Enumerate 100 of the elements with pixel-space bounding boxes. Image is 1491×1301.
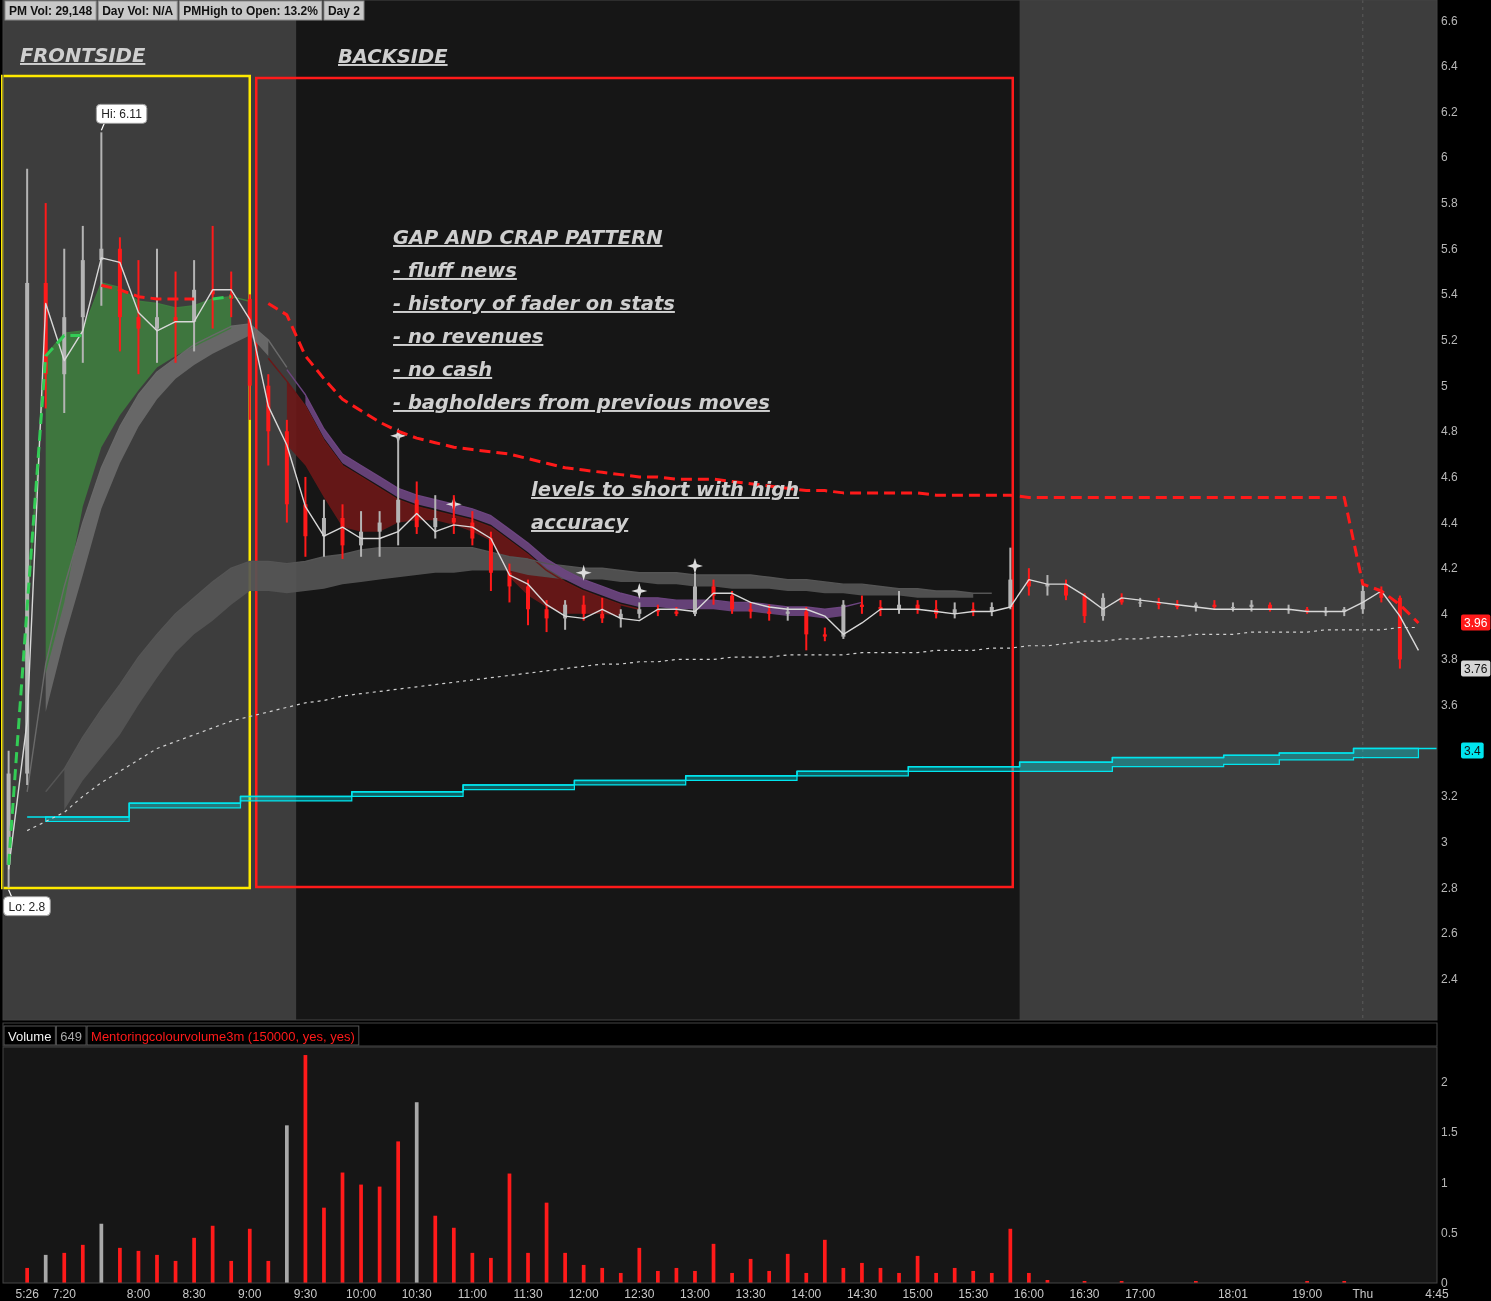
bar <box>396 1141 401 1283</box>
y-tick-label: 6.6 <box>1441 13 1459 28</box>
x-tick-label: Thu <box>1352 1287 1374 1301</box>
x-tick-label: 15:30 <box>958 1287 989 1301</box>
x-tick-label: 5:26 <box>15 1287 40 1301</box>
bar <box>192 1237 196 1283</box>
y-tick-label: 0 <box>1441 1276 1448 1290</box>
candlestick <box>730 590 735 615</box>
x-tick-label: 15:00 <box>902 1287 933 1301</box>
y-tick-label: 2.4 <box>1441 971 1459 986</box>
candlestick <box>433 494 438 540</box>
bar <box>563 1252 567 1283</box>
bar <box>155 1254 159 1283</box>
y-tick-label: 6.2 <box>1441 104 1459 119</box>
y-tick-label: 2 <box>1441 1075 1448 1090</box>
text: 3.4 <box>1464 744 1481 758</box>
bar <box>322 1207 326 1283</box>
x-tick-label: 16:30 <box>1069 1287 1100 1301</box>
bar <box>229 1260 234 1283</box>
bar <box>1027 1272 1031 1283</box>
bar <box>43 1254 48 1283</box>
x-tick-label: 11:00 <box>457 1287 488 1301</box>
text: Mentoringcolourvolume3m (150000, yes, yes) <box>91 1028 355 1044</box>
bar <box>637 1247 642 1283</box>
x-tick-label: 19:00 <box>1292 1287 1323 1301</box>
candlestick <box>804 605 809 652</box>
annotation: PMHigh to Open: 13.2% <box>183 4 319 18</box>
bar <box>433 1215 438 1283</box>
bar <box>600 1267 605 1283</box>
candlestick <box>396 434 401 547</box>
y-tick-label: 5.2 <box>1441 333 1459 347</box>
y-tick-label: 6.4 <box>1441 59 1459 74</box>
bar <box>860 1262 864 1283</box>
bar <box>822 1239 827 1283</box>
x-tick-label: 10:30 <box>401 1287 433 1301</box>
x-tick-label: 13:30 <box>735 1287 766 1301</box>
x-tick-label: 8:00 <box>126 1287 151 1301</box>
bar <box>618 1272 623 1283</box>
bar <box>247 1228 252 1283</box>
annotation: - no cash <box>393 358 493 381</box>
annotation: - no revenues <box>393 325 544 348</box>
bar <box>285 1125 289 1283</box>
candlestick <box>377 510 382 558</box>
x-tick-label: 8:30 <box>182 1287 207 1301</box>
x-tick-label: 17:00 <box>1125 1287 1156 1301</box>
y-tick-label: 1.5 <box>1441 1125 1459 1140</box>
x-tick-label: 4:45 <box>1425 1287 1449 1301</box>
y-tick-label: 5.6 <box>1441 241 1459 256</box>
annotation: FRONTSIDE <box>20 44 147 67</box>
x-tick-label: 10:00 <box>346 1287 377 1301</box>
x-tick-label: 14:30 <box>846 1287 878 1301</box>
y-tick-label: 5 <box>1441 378 1448 393</box>
bar <box>804 1272 809 1283</box>
bar <box>210 1225 215 1283</box>
candlestick <box>155 247 160 364</box>
candlestick <box>526 578 531 627</box>
text: 649 <box>60 1028 83 1044</box>
bar <box>767 1270 772 1283</box>
bar <box>62 1252 67 1283</box>
annotation: Day Vol: N/A <box>102 4 174 18</box>
bar <box>526 1252 530 1283</box>
candlestick <box>1360 583 1365 615</box>
bar <box>989 1272 994 1283</box>
candlestick <box>1063 578 1068 602</box>
bar <box>934 1272 938 1283</box>
bar <box>80 1244 85 1283</box>
y-tick-label: 5.4 <box>1441 287 1459 302</box>
y-tick-label: 2.6 <box>1441 926 1459 941</box>
x-tick-label: 12:00 <box>568 1287 600 1301</box>
annotation: - fluff news <box>393 259 517 282</box>
annotation: Hi: 6.11 <box>101 107 143 122</box>
x-tick-label: 13:00 <box>679 1287 711 1301</box>
bar <box>359 1184 363 1283</box>
y-tick-label: 3.8 <box>1441 652 1459 667</box>
annotation: PM Vol: 29,148 <box>9 4 93 18</box>
x-tick-label: 12:30 <box>624 1287 655 1301</box>
y-tick-label: 2.8 <box>1441 880 1459 895</box>
y-tick-label: 0.5 <box>1441 1225 1459 1240</box>
annotation: GAP AND CRAP PATTERN <box>393 226 663 249</box>
bar <box>414 1102 419 1283</box>
candlestick <box>1082 592 1087 624</box>
y-tick-label: 4.8 <box>1441 424 1459 439</box>
candlestick <box>711 578 716 606</box>
point <box>575 564 592 581</box>
annotation: Day 2 <box>327 4 361 18</box>
text: Volume <box>8 1028 52 1044</box>
bar <box>99 1223 104 1283</box>
point <box>686 557 703 574</box>
bar <box>656 1270 660 1283</box>
y-tick-label: 4.6 <box>1441 469 1459 484</box>
y-tick-label: 4 <box>1441 606 1448 621</box>
x-tick-label: 7:20 <box>52 1287 77 1301</box>
y-tick-label: 4.4 <box>1441 515 1459 530</box>
bar <box>785 1253 790 1283</box>
bar <box>693 1270 697 1283</box>
x-tick-label: 9:00 <box>238 1287 262 1301</box>
text: 3.96 <box>1464 616 1488 630</box>
bar <box>118 1247 122 1283</box>
candlestick <box>544 599 549 634</box>
bar <box>971 1270 976 1283</box>
